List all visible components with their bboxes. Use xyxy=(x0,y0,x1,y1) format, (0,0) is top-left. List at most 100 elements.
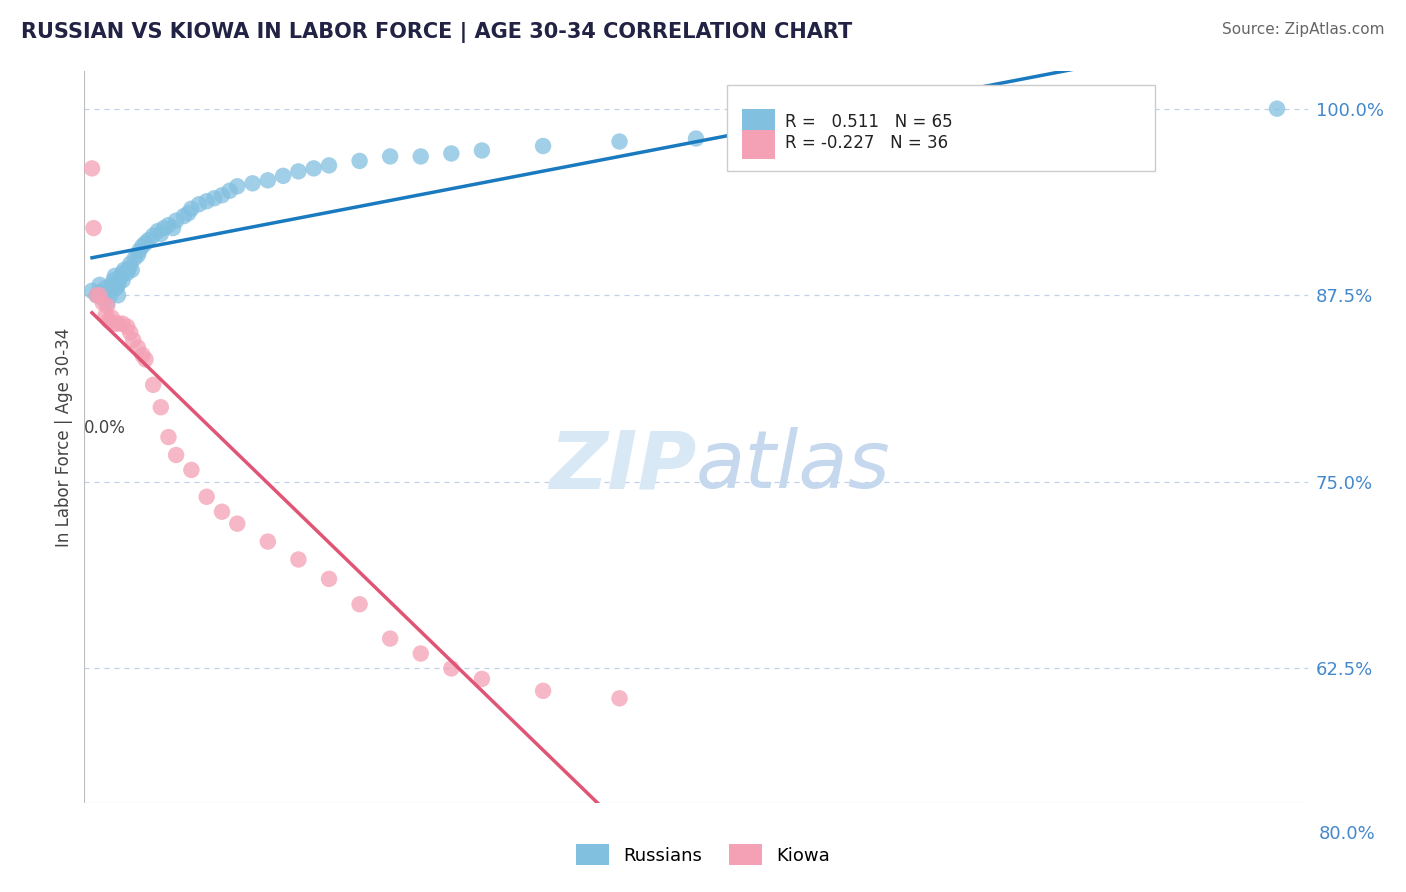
Point xyxy=(93,293,115,307)
Point xyxy=(287,552,309,566)
Point xyxy=(685,131,707,145)
Point xyxy=(103,273,125,287)
Point xyxy=(96,299,118,313)
Point xyxy=(440,661,463,675)
Point xyxy=(83,221,105,235)
Point xyxy=(211,505,233,519)
Point xyxy=(157,430,180,444)
Text: 0.0%: 0.0% xyxy=(84,419,127,437)
Text: atlas: atlas xyxy=(696,427,891,506)
Text: R =   0.511   N = 65: R = 0.511 N = 65 xyxy=(785,113,952,131)
Point xyxy=(226,179,249,194)
FancyBboxPatch shape xyxy=(742,109,776,138)
Point xyxy=(531,683,554,698)
Point xyxy=(609,135,631,149)
Point xyxy=(101,310,124,325)
Point xyxy=(124,251,146,265)
Point xyxy=(101,277,124,292)
Point xyxy=(226,516,249,531)
Point xyxy=(471,672,494,686)
Point xyxy=(89,288,111,302)
Point xyxy=(409,149,432,163)
Point xyxy=(91,295,114,310)
Point xyxy=(838,120,860,134)
Point xyxy=(138,233,160,247)
Point xyxy=(153,221,176,235)
Point xyxy=(97,284,120,298)
Point xyxy=(97,313,120,327)
Point xyxy=(121,263,143,277)
Point xyxy=(131,348,153,362)
Point xyxy=(165,448,187,462)
Point xyxy=(1067,104,1090,119)
Point xyxy=(211,188,233,202)
Point xyxy=(111,266,134,280)
Point xyxy=(131,239,153,253)
Point xyxy=(127,341,149,355)
Point xyxy=(111,273,134,287)
Text: ZIP: ZIP xyxy=(548,427,696,506)
Point xyxy=(471,144,494,158)
Point xyxy=(89,285,111,300)
Point xyxy=(149,227,172,241)
Point xyxy=(188,197,211,211)
Point xyxy=(86,288,108,302)
Point xyxy=(180,202,202,216)
Point xyxy=(108,272,131,286)
Point xyxy=(115,266,138,280)
Point xyxy=(104,268,127,283)
Point xyxy=(531,139,554,153)
Point xyxy=(257,534,280,549)
Point xyxy=(218,184,240,198)
Point xyxy=(287,164,309,178)
Point xyxy=(180,463,202,477)
Point xyxy=(96,295,118,310)
Point xyxy=(94,281,117,295)
Point xyxy=(318,572,340,586)
Point xyxy=(173,209,195,223)
Point xyxy=(165,213,187,227)
Text: Source: ZipAtlas.com: Source: ZipAtlas.com xyxy=(1222,22,1385,37)
Point xyxy=(111,317,134,331)
Point xyxy=(195,490,218,504)
Point xyxy=(257,173,280,187)
Point xyxy=(120,326,142,340)
Point xyxy=(202,191,225,205)
Point xyxy=(380,632,402,646)
Text: R = -0.227   N = 36: R = -0.227 N = 36 xyxy=(785,134,948,152)
FancyBboxPatch shape xyxy=(742,129,776,160)
Point xyxy=(107,277,129,292)
Point xyxy=(115,319,138,334)
Point xyxy=(609,691,631,706)
Point xyxy=(142,377,165,392)
Point xyxy=(318,158,340,172)
Point xyxy=(157,218,180,232)
Point xyxy=(271,169,294,183)
Point xyxy=(86,288,108,302)
Point xyxy=(118,261,141,276)
Point xyxy=(80,284,103,298)
Point xyxy=(107,288,129,302)
Point xyxy=(914,117,936,131)
Point xyxy=(107,317,129,331)
Point xyxy=(195,194,218,209)
Point xyxy=(349,597,371,611)
Point xyxy=(122,333,145,347)
Point xyxy=(135,352,157,367)
Point xyxy=(112,263,135,277)
Point xyxy=(302,161,325,176)
Point xyxy=(104,317,127,331)
Point xyxy=(1265,102,1288,116)
Point xyxy=(127,248,149,262)
Point xyxy=(177,206,200,220)
Point xyxy=(89,277,111,292)
Point xyxy=(80,161,103,176)
Text: RUSSIAN VS KIOWA IN LABOR FORCE | AGE 30-34 CORRELATION CHART: RUSSIAN VS KIOWA IN LABOR FORCE | AGE 30… xyxy=(21,22,852,44)
Point xyxy=(94,308,117,322)
Text: 80.0%: 80.0% xyxy=(1319,825,1375,843)
Point xyxy=(380,149,402,163)
Point xyxy=(162,221,184,235)
Point xyxy=(349,153,371,168)
Point xyxy=(440,146,463,161)
Point xyxy=(149,401,172,415)
